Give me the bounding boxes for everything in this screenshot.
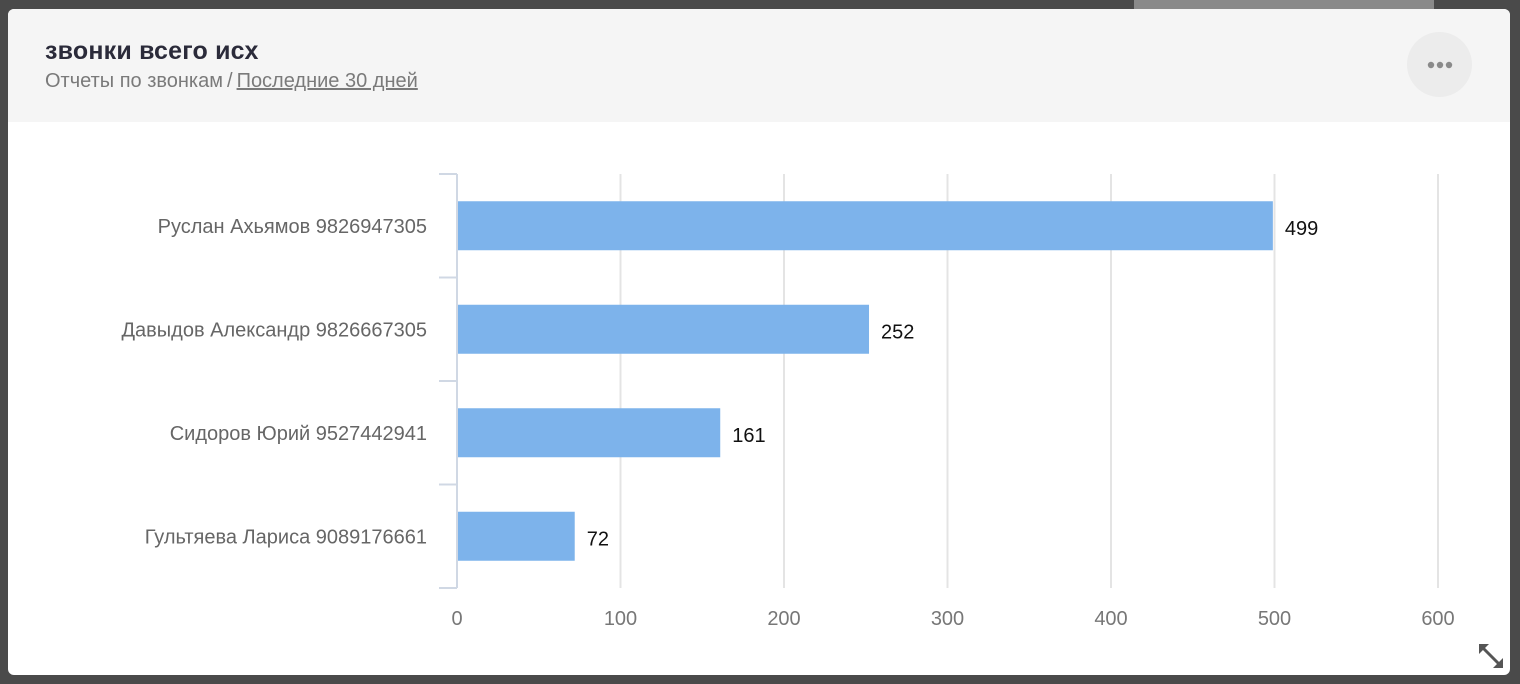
- bar: [458, 408, 721, 458]
- x-tick-label: 400: [1094, 608, 1127, 630]
- category-label: Давыдов Александр 9826667305: [122, 319, 428, 341]
- x-tick-label: 300: [931, 608, 964, 630]
- x-tick-label: 600: [1421, 608, 1454, 630]
- period-link[interactable]: Последние 30 дней: [236, 70, 418, 92]
- breadcrumb-separator: /: [227, 70, 233, 92]
- card-title: звонки всего исх: [45, 37, 259, 65]
- category-label: Руслан Ахьямов 9826947305: [158, 216, 427, 238]
- bar: [458, 304, 870, 354]
- x-tick-label: 500: [1258, 608, 1291, 630]
- data-label: 499: [1285, 218, 1318, 240]
- more-menu-button[interactable]: [1407, 32, 1472, 97]
- resize-diagonal-icon: [1479, 644, 1503, 668]
- bar-chart: Руслан Ахьямов 9826947305 499 Давыдов Алек…: [122, 173, 1455, 630]
- data-label: 72: [587, 528, 609, 550]
- x-tick-label: 100: [604, 608, 637, 630]
- resize-handle[interactable]: [1477, 642, 1505, 670]
- background-window: [1134, 0, 1434, 10]
- data-label: 161: [732, 425, 765, 447]
- x-tick-label: 200: [767, 608, 800, 630]
- bar: [458, 511, 575, 561]
- x-tick-label: 0: [451, 608, 462, 630]
- breadcrumb: Отчеты по звонкам / Последние 30 дней: [45, 70, 418, 93]
- breadcrumb-root: Отчеты по звонкам: [45, 70, 223, 92]
- report-card: звонки всего исх Отчеты по звонкам / После…: [8, 9, 1510, 675]
- card-header: звонки всего исх Отчеты по звонкам / После…: [8, 9, 1510, 122]
- bar: [458, 201, 1273, 251]
- category-label: Сидоров Юрий 9527442941: [170, 423, 427, 445]
- category-label: Гультяева Лариса 9089176661: [145, 526, 427, 548]
- data-label: 252: [881, 321, 914, 343]
- more-horizontal-icon: [1427, 61, 1452, 68]
